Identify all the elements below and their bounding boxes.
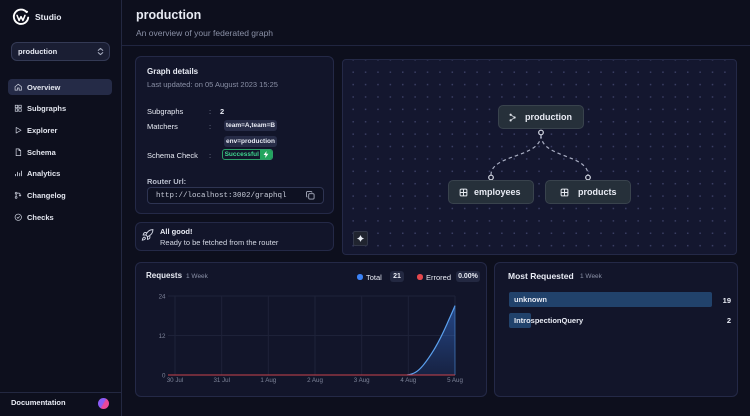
svg-text:3 Aug: 3 Aug [354, 377, 370, 384]
svg-text:12: 12 [159, 333, 166, 340]
svg-text:24: 24 [159, 294, 166, 301]
svg-text:2 Aug: 2 Aug [307, 377, 323, 384]
svg-text:0: 0 [162, 373, 166, 380]
svg-text:30 Jul: 30 Jul [167, 377, 184, 384]
svg-text:5 Aug: 5 Aug [447, 377, 463, 384]
svg-text:4 Aug: 4 Aug [400, 377, 416, 384]
svg-text:1 Aug: 1 Aug [260, 377, 276, 384]
svg-text:31 Jul: 31 Jul [213, 377, 230, 384]
